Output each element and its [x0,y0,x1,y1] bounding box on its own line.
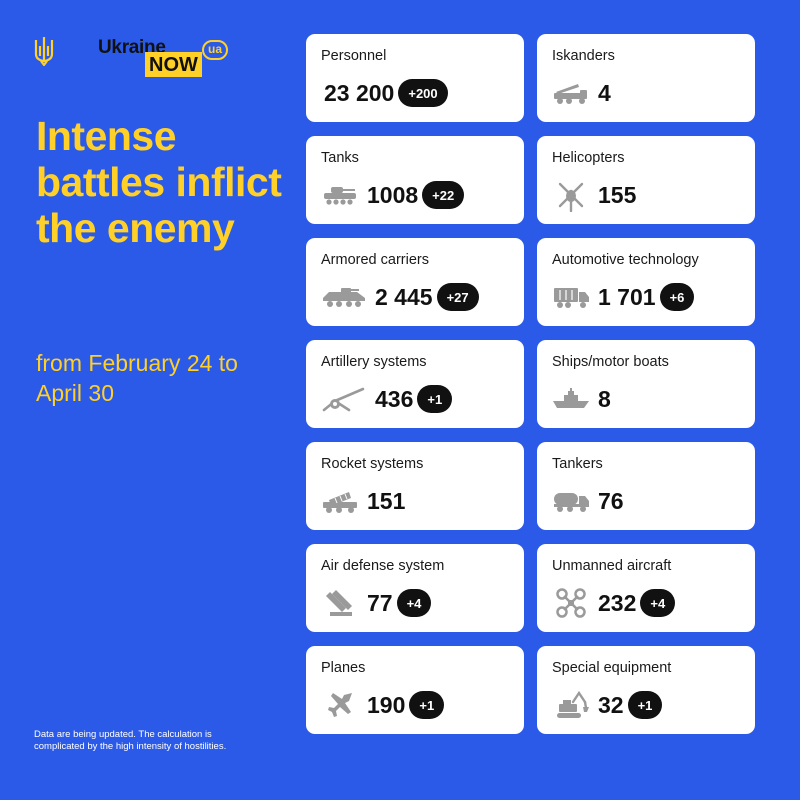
card-delta-badge: +22 [422,181,465,209]
card-delta-badge: +1 [417,385,453,413]
card-value: 155 [598,181,637,208]
plane-icon [321,691,359,719]
logo-ua-badge: ua [202,40,228,60]
footnote: Data are being updated. The calculation … [34,729,227,752]
logo-now-text: NOW [145,52,202,77]
card-value: 1 701 [598,283,656,310]
card-value: 8 [598,385,611,412]
card-delta-badge: +4 [640,589,676,617]
ship-icon [552,385,590,413]
card-armored-carriers: Armored carriers 2 445 +27 [306,238,524,326]
card-value: 77 [367,589,393,616]
card-rocket-systems: Rocket systems 151 [306,442,524,530]
card-delta-badge: +6 [659,283,695,311]
card-value: 436 [375,385,414,412]
card-ships: Ships/motor boats 8 [537,340,755,428]
fuel-tanker-icon [552,487,590,515]
card-value: 32 [598,691,624,718]
card-label: Unmanned aircraft [552,558,672,574]
card-delta-badge: +1 [409,691,445,719]
excavator-icon [552,690,590,719]
headline: Intense battles inflict the enemy [36,113,282,251]
rocket-launcher-icon [321,487,359,515]
air-defense-icon [321,589,359,617]
armored-carrier-icon [321,283,367,311]
card-iskanders: Iskanders 4 [537,34,755,122]
card-value: 23 200 [324,79,395,106]
card-label: Helicopters [552,150,625,166]
card-label: Special equipment [552,660,672,676]
card-value: 190 [367,691,406,718]
card-tanks: Tanks 1008 +22 [306,136,524,224]
card-value: 2 445 [375,283,433,310]
card-value: 232 [598,589,637,616]
card-artillery-systems: Artillery systems 436 +1 [306,340,524,428]
trident-icon [34,37,54,66]
card-delta-badge: +200 [398,79,448,107]
card-label: Air defense system [321,558,445,574]
artillery-icon [321,385,367,413]
card-label: Artillery systems [321,354,427,370]
card-label: Tankers [552,456,603,472]
card-label: Automotive technology [552,252,699,268]
helicopter-icon [552,181,590,212]
card-planes: Planes 190 +1 [306,646,524,734]
card-helicopters: Helicopters 155 [537,136,755,224]
missile-launcher-icon [552,79,590,107]
card-label: Planes [321,660,366,676]
card-delta-badge: +1 [627,691,663,719]
drone-icon [552,588,590,618]
card-value: 4 [598,79,611,106]
date-range: from February 24 to April 30 [36,350,238,406]
card-air-defense-system: Air defense system 77 +4 [306,544,524,632]
card-label: Iskanders [552,48,615,64]
card-value: 76 [598,487,624,514]
card-label: Rocket systems [321,456,424,472]
card-label: Armored carriers [321,252,429,268]
card-unmanned-aircraft: Unmanned aircraft 232 +4 [537,544,755,632]
card-automotive-technology: Automotive technology 1 701 +6 [537,238,755,326]
tank-icon [321,181,359,209]
card-special-equipment: Special equipment 32 +1 [537,646,755,734]
card-label: Ships/motor boats [552,354,669,370]
card-value: 1008 [367,181,419,208]
ukraine-now-logo: Ukraine NOW ua [98,37,228,81]
truck-icon [552,283,590,311]
card-tankers: Tankers 76 [537,442,755,530]
card-delta-badge: +4 [396,589,432,617]
card-personnel: Personnel 23 200 +200 [306,34,524,122]
card-label: Personnel [321,48,387,64]
card-delta-badge: +27 [436,283,479,311]
card-value: 151 [367,487,406,514]
card-label: Tanks [321,150,359,166]
